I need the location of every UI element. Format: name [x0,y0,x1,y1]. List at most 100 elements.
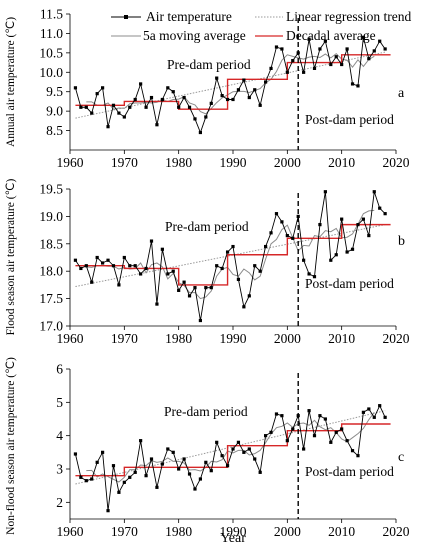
panel-a-air-point-2005 [312,66,317,70]
panel-c-air-point-1976 [155,485,159,489]
legend: Air temperature Linear regression trend … [111,9,411,43]
panel-a-y-tick-label-3: 10.0 [39,65,63,80]
panel-c-air-point-1995 [258,470,262,474]
panel-c-air-point-1992 [242,450,246,454]
panel-b-series [73,190,391,323]
x-axis-title: Year [220,531,246,546]
panel-a-air-temperature-line [74,37,386,134]
panel-c-linear-trend-line [75,410,386,485]
panel-a-air-point-1991 [236,88,241,92]
panel-a-air-point-2014 [361,35,365,39]
panel-c-moving-average-line [86,412,375,483]
panel-a-air-point-1996 [264,80,268,84]
panel-c-air-point-1967 [106,509,110,513]
panel-c-air-point-2012 [350,449,355,453]
panel-c-air-point-1987 [215,440,219,444]
panel-b-y-tick-label-4: 19.0 [39,209,63,224]
panel-b-ylabel: Flood season air temperature (℃) [5,179,17,336]
panel-a-air-point-2016 [372,49,376,53]
panel-a-air-point-1978 [166,86,170,90]
panel-c-air-point-1993 [247,447,251,451]
panel-a-air-point-1993 [247,95,251,100]
panel-c-air-point-1984 [198,477,202,481]
panel-b-air-point-1961 [73,258,78,262]
panel-a-air-point-1971 [128,105,132,109]
panel-c-air-point-1985 [204,460,208,464]
panel-c-air-point-2014 [361,410,365,414]
panel-a-air-point-2015 [367,57,371,61]
panel-c-air-point-1963 [84,479,88,483]
panel-b-air-point-2008 [329,258,333,262]
panel-a-air-point-2018 [383,47,387,51]
panel-c-air-point-1974 [144,474,148,478]
legend-item-moving-average: 5a moving average [111,28,246,43]
panel-c-air-point-2004 [307,409,311,413]
panel-c-air-point-2001 [291,427,295,431]
panel-a-air-point-2007 [323,39,327,43]
panel-c-air-point-2010 [340,427,344,431]
panel-a-air-point-2013 [356,84,360,88]
panel-a-air-point-1965 [95,92,99,96]
panel-c-air-point-1979 [171,450,175,454]
panel-c-x-tick-label-2020: 2020 [383,524,410,539]
panel-a-air-point-1964 [90,111,94,115]
legend-ma-label: 5a moving average [143,28,246,43]
panel-a-air-point-1981 [182,95,186,100]
panel-b-air-point-1962 [79,266,83,271]
panel-b-air-point-2012 [350,247,355,251]
panel-a-air-point-1986 [209,101,213,105]
panel-c-air-point-1981 [182,457,186,461]
panel-c-air-point-2007 [323,417,327,421]
panel-b-air-point-1964 [90,280,94,284]
panel-b-y-tick-label-5: 19.5 [39,182,63,197]
panel-c-air-point-1978 [166,447,170,451]
panel-b-air-point-1976 [155,302,159,306]
panel-b-air-point-1963 [84,264,88,268]
panel-b-air-point-1996 [264,244,268,249]
panel-b-air-point-1967 [106,258,110,262]
panel-b: 1960 1970 1980 1990 2000 2010 2020 17.0 17.5 18.0… [5,179,410,346]
panel-b-air-point-1973 [139,272,143,276]
panel-a-series [73,35,391,135]
panel-c-y-tick-label-2: 4 [56,428,63,443]
panel-a-air-point-1995 [258,103,262,107]
panel-b-y-tick-label-2: 18.0 [39,264,63,279]
panel-a-ylabel: Annual air temperature (℃) [5,17,17,147]
panel-a-air-point-1999 [280,47,284,51]
panel-c-air-point-1966 [101,450,105,454]
panel-a-x-tick-label-2020: 2020 [383,155,410,170]
panel-c-air-point-1970 [122,480,126,484]
panel-b-air-point-1994 [253,264,257,268]
panel-c-air-point-1983 [193,487,197,491]
legend-air-marker [124,15,128,19]
panel-b-pre-dam-label: Pre-dam period [165,219,249,234]
panel-a-air-point-1979 [171,90,175,94]
panel-b-air-point-1984 [198,318,202,323]
panel-a-air-point-1998 [274,45,279,49]
panel-b-air-point-1995 [258,269,262,273]
panel-a-air-point-1976 [155,123,159,127]
panel-c-y-tick-label-4: 6 [56,362,63,377]
panel-c-air-point-1971 [128,475,132,479]
panel-b-air-point-1992 [242,305,246,309]
panel-a-air-point-1980 [177,105,181,109]
panel-c-air-point-1991 [236,440,241,444]
panel-c-air-temperature-line [74,404,386,511]
panel-a-air-point-2008 [329,62,333,67]
panel-a-air-point-1968 [111,103,116,107]
panel-a-x-tick-label-1970: 1970 [111,155,138,170]
panel-b-air-point-2013 [356,223,360,227]
panel-a-y-tick-label-4: 10.5 [39,45,63,60]
legend-item-decadal-average: Decadal average [255,28,376,43]
panel-b-y-tick-label-3: 18.5 [39,236,63,251]
legend-air-label: Air temperature [146,9,232,24]
panel-a-air-point-2003 [302,70,306,74]
legend-lin-label: Linear regression trend [286,9,411,24]
panel-c-y-tick-label-0: 2 [56,495,63,510]
panel-c-air-point-1989 [225,464,230,468]
panel-a-y-tick-label-5: 11.0 [40,26,63,41]
panel-a-air-point-1969 [117,111,121,115]
panel-c-air-point-1994 [253,457,257,461]
panel-b-x-tick-label-2020: 2020 [383,331,410,346]
